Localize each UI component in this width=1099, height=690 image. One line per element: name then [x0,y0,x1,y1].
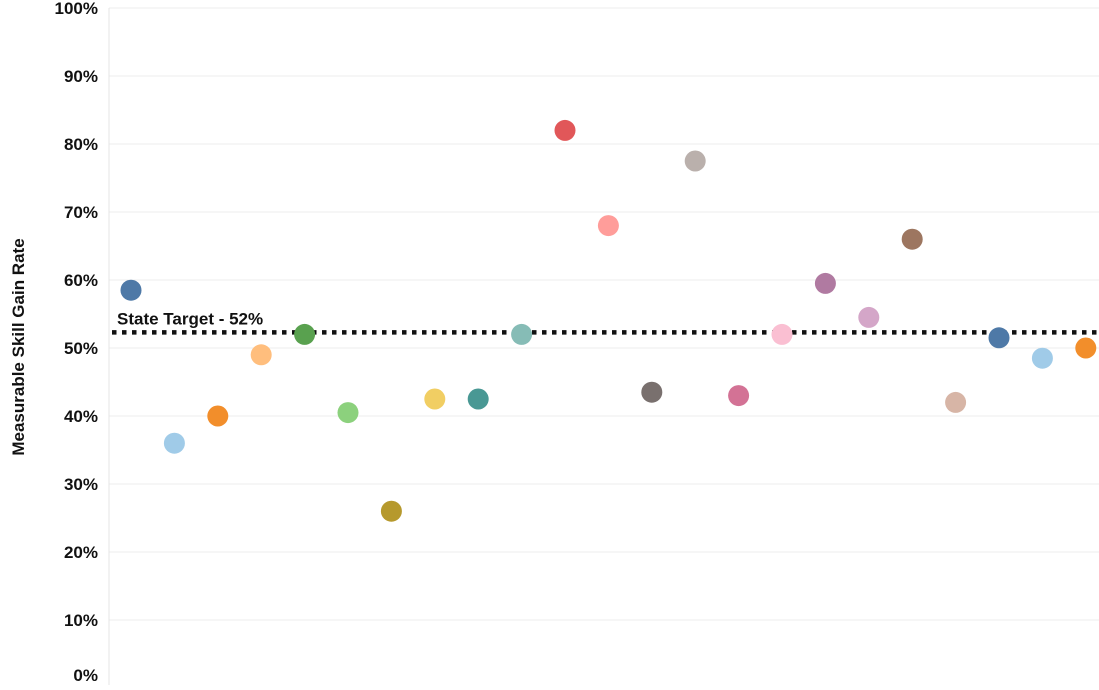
data-point[interactable] [294,323,316,345]
gridlines [109,7,1099,621]
data-point[interactable] [467,388,489,410]
y-axis-title: Measurable Skill Gain Rate [9,238,28,455]
y-tick-label: 20% [64,543,98,562]
data-point[interactable] [163,432,185,454]
y-tick-label: 0% [73,666,98,685]
y-tick-label: 10% [64,611,98,630]
state-target-reference: State Target - 52% [112,309,1099,335]
data-point[interactable] [641,381,663,403]
y-tick-label: 70% [64,203,98,222]
data-point[interactable] [511,323,533,345]
data-point[interactable] [597,215,619,237]
y-tick-label: 40% [64,407,98,426]
data-point[interactable] [554,119,576,141]
data-point[interactable] [380,500,402,522]
data-point[interactable] [945,391,967,413]
y-tick-label: 30% [64,475,98,494]
data-point[interactable] [858,306,880,328]
data-point[interactable] [901,228,923,250]
data-point[interactable] [120,279,142,301]
data-point[interactable] [207,405,229,427]
data-point[interactable] [337,402,359,424]
y-tick-label: 80% [64,135,98,154]
y-tick-label: 50% [64,339,98,358]
y-axis-ticks: 0% 10% 20% 30% 40% 50% 60% 70% 80% 90% 100% [55,0,98,685]
data-point[interactable] [771,323,793,345]
y-tick-label: 90% [64,67,98,86]
data-point[interactable] [684,150,706,172]
data-point[interactable] [250,344,272,366]
data-point[interactable] [424,388,446,410]
data-point[interactable] [1031,347,1053,369]
data-point[interactable] [988,327,1010,349]
data-point[interactable] [814,272,836,294]
data-point[interactable] [728,385,750,407]
y-tick-label: 100% [55,0,98,18]
data-point[interactable] [1075,337,1097,359]
y-tick-label: 60% [64,271,98,290]
data-points [120,119,1097,522]
state-target-label: State Target - 52% [117,309,263,328]
